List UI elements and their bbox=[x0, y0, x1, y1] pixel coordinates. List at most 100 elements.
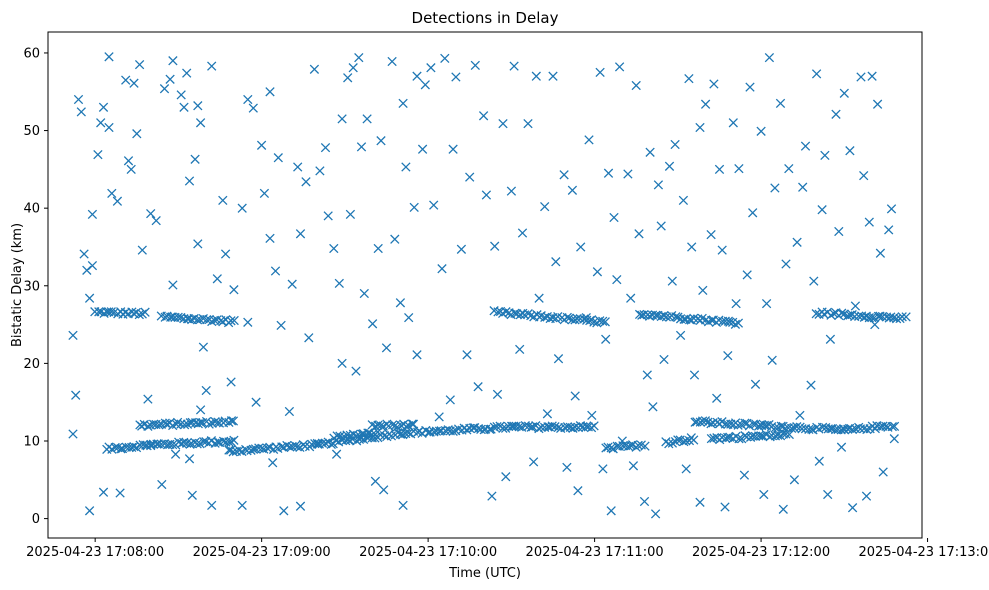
data-point bbox=[237, 203, 247, 213]
data-point bbox=[243, 317, 253, 327]
data-point bbox=[592, 267, 603, 277]
data-point bbox=[490, 241, 500, 251]
data-point bbox=[279, 506, 289, 516]
data-point bbox=[492, 389, 503, 400]
data-point bbox=[817, 205, 827, 215]
data-point bbox=[784, 163, 794, 174]
data-point bbox=[634, 309, 645, 320]
data-point bbox=[517, 228, 528, 238]
data-point bbox=[152, 439, 162, 449]
data-point bbox=[870, 423, 880, 434]
data-point bbox=[548, 71, 558, 81]
data-point bbox=[404, 312, 414, 323]
data-point bbox=[687, 242, 697, 252]
data-point bbox=[134, 59, 145, 70]
data-point bbox=[781, 429, 791, 439]
data-point bbox=[356, 142, 367, 152]
data-point bbox=[653, 180, 664, 190]
data-point bbox=[98, 102, 109, 112]
data-point bbox=[675, 330, 686, 341]
data-point bbox=[229, 285, 239, 295]
data-point bbox=[207, 500, 217, 511]
data-point bbox=[823, 424, 833, 434]
y-tick-label: 50 bbox=[23, 124, 40, 139]
data-point bbox=[839, 425, 850, 435]
data-point bbox=[398, 500, 408, 511]
data-point bbox=[673, 435, 683, 445]
y-tick-label: 20 bbox=[23, 357, 40, 372]
data-point bbox=[678, 195, 689, 206]
data-point bbox=[733, 420, 743, 430]
data-point bbox=[576, 242, 586, 252]
data-point bbox=[123, 156, 134, 166]
data-point bbox=[462, 425, 472, 435]
data-point bbox=[598, 464, 608, 474]
data-point bbox=[398, 429, 408, 440]
data-point bbox=[639, 496, 650, 507]
data-point bbox=[115, 488, 125, 498]
data-point bbox=[651, 310, 661, 320]
data-point bbox=[714, 164, 725, 175]
data-point bbox=[679, 436, 689, 447]
data-point bbox=[784, 429, 794, 440]
data-point bbox=[706, 229, 716, 240]
data-point bbox=[408, 419, 419, 429]
data-point bbox=[628, 461, 639, 471]
data-point bbox=[129, 78, 139, 88]
data-point bbox=[143, 394, 153, 404]
data-point bbox=[889, 434, 899, 444]
data-point bbox=[728, 118, 738, 128]
data-point bbox=[498, 118, 508, 129]
data-point bbox=[886, 204, 897, 214]
data-point bbox=[875, 248, 886, 258]
data-point bbox=[872, 99, 883, 109]
data-point bbox=[814, 456, 824, 466]
data-point bbox=[293, 162, 303, 172]
data-point bbox=[515, 344, 525, 355]
data-point bbox=[68, 330, 78, 341]
data-point bbox=[528, 457, 539, 467]
data-point bbox=[606, 443, 616, 453]
data-point bbox=[202, 314, 212, 325]
data-point bbox=[795, 410, 805, 421]
data-point bbox=[179, 437, 189, 448]
data-point bbox=[376, 136, 386, 146]
data-point bbox=[839, 88, 849, 98]
data-point bbox=[179, 102, 189, 112]
data-point bbox=[79, 249, 89, 259]
data-point bbox=[759, 489, 769, 500]
data-point bbox=[709, 433, 719, 443]
data-point bbox=[331, 449, 342, 459]
data-point bbox=[534, 293, 544, 303]
data-point bbox=[792, 237, 802, 247]
data-point bbox=[700, 99, 711, 109]
x-axis-label: Time (UTC) bbox=[448, 566, 521, 581]
data-point bbox=[212, 274, 222, 284]
data-point bbox=[547, 421, 557, 431]
data-point bbox=[595, 67, 605, 78]
data-point bbox=[201, 385, 211, 396]
data-point bbox=[332, 431, 342, 441]
data-point bbox=[251, 397, 261, 407]
data-point bbox=[71, 390, 81, 400]
data-point bbox=[132, 129, 142, 139]
data-point bbox=[598, 316, 608, 326]
data-point bbox=[104, 122, 114, 133]
x-tick-label: 2025-04-23 17:11:00 bbox=[526, 545, 664, 560]
data-point bbox=[859, 170, 869, 181]
data-point bbox=[626, 293, 636, 303]
data-point bbox=[192, 439, 202, 449]
data-point bbox=[437, 264, 447, 274]
data-point bbox=[589, 421, 599, 431]
data-point bbox=[837, 308, 847, 318]
data-point bbox=[681, 436, 691, 446]
data-point bbox=[870, 319, 880, 330]
data-point bbox=[648, 402, 658, 412]
data-point bbox=[650, 509, 661, 519]
data-point bbox=[534, 423, 544, 434]
data-point bbox=[664, 439, 674, 449]
data-point bbox=[542, 409, 553, 419]
data-point bbox=[195, 118, 206, 128]
data-point bbox=[631, 80, 641, 91]
